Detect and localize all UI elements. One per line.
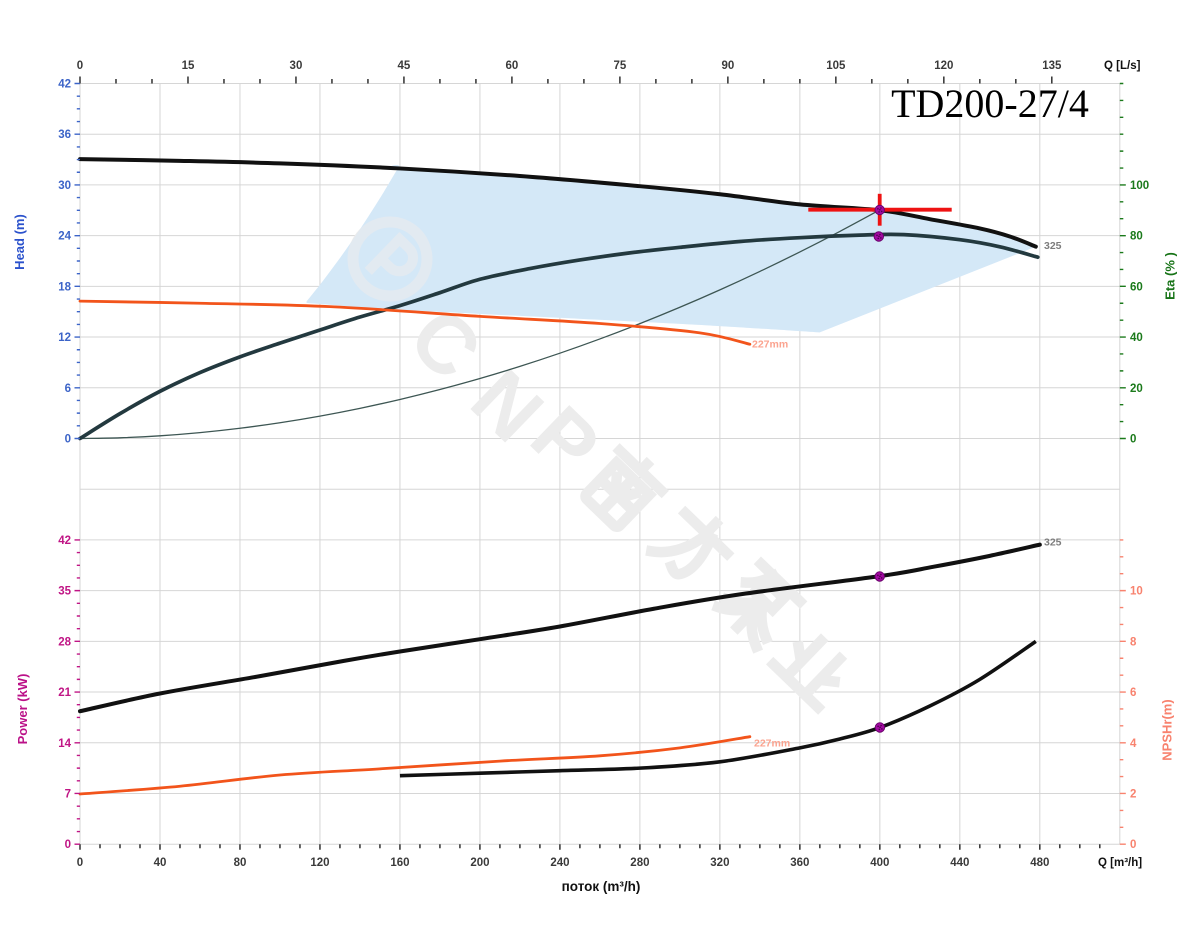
svg-text:21: 21: [58, 687, 71, 699]
svg-text:120: 120: [310, 857, 329, 869]
svg-text:6: 6: [1130, 687, 1136, 699]
svg-text:Eta (% ): Eta (% ): [1163, 252, 1178, 300]
svg-text:400: 400: [870, 857, 889, 869]
svg-text:0: 0: [1130, 839, 1136, 851]
svg-text:2: 2: [1130, 788, 1136, 800]
svg-text:135: 135: [1042, 60, 1062, 72]
svg-text:Power (kW): Power (kW): [15, 674, 30, 745]
svg-text:160: 160: [390, 857, 409, 869]
svg-text:20: 20: [1130, 383, 1143, 395]
svg-text:440: 440: [950, 857, 969, 869]
svg-text:360: 360: [790, 857, 809, 869]
svg-text:280: 280: [630, 857, 649, 869]
svg-text:240: 240: [550, 857, 569, 869]
svg-text:7: 7: [65, 788, 71, 800]
svg-text:12: 12: [58, 332, 71, 344]
svg-text:227mm: 227mm: [752, 339, 788, 351]
svg-text:Head (m): Head (m): [12, 214, 27, 270]
svg-text:80: 80: [234, 857, 247, 869]
svg-text:75: 75: [614, 60, 627, 72]
svg-text:28: 28: [58, 636, 71, 648]
svg-text:40: 40: [154, 857, 167, 869]
svg-text:6: 6: [65, 383, 71, 395]
svg-text:поток (m³/h): поток (m³/h): [562, 879, 641, 894]
svg-text:60: 60: [1130, 281, 1143, 293]
svg-text:14: 14: [58, 738, 71, 750]
svg-text:TD200-27/4: TD200-27/4: [891, 81, 1089, 126]
svg-text:Q [L/s]: Q [L/s]: [1104, 60, 1141, 72]
svg-text:0: 0: [65, 839, 71, 851]
svg-text:24: 24: [58, 231, 71, 243]
svg-text:NPSHr(m): NPSHr(m): [1160, 699, 1175, 760]
svg-text:200: 200: [470, 857, 489, 869]
svg-text:60: 60: [506, 60, 519, 72]
svg-text:480: 480: [1030, 857, 1049, 869]
svg-text:325: 325: [1044, 537, 1062, 549]
svg-text:42: 42: [58, 79, 71, 91]
svg-text:325: 325: [1044, 240, 1062, 252]
svg-text:0: 0: [77, 857, 83, 869]
svg-text:0: 0: [77, 60, 83, 72]
svg-text:45: 45: [398, 60, 411, 72]
svg-text:36: 36: [58, 129, 71, 141]
svg-text:10: 10: [1130, 586, 1143, 598]
svg-text:0: 0: [65, 433, 71, 445]
svg-text:105: 105: [826, 60, 846, 72]
svg-text:80: 80: [1130, 231, 1143, 243]
svg-text:30: 30: [58, 180, 71, 192]
svg-text:15: 15: [182, 60, 195, 72]
svg-text:18: 18: [58, 281, 71, 293]
svg-text:320: 320: [710, 857, 729, 869]
svg-text:Q [m³/h]: Q [m³/h]: [1098, 857, 1142, 869]
svg-text:120: 120: [934, 60, 953, 72]
svg-text:4: 4: [1130, 738, 1137, 750]
svg-text:35: 35: [58, 586, 71, 598]
svg-text:30: 30: [290, 60, 303, 72]
svg-text:90: 90: [721, 60, 734, 72]
svg-text:0: 0: [1130, 433, 1136, 445]
svg-text:40: 40: [1130, 332, 1143, 344]
svg-text:100: 100: [1130, 180, 1149, 192]
svg-text:227mm: 227mm: [754, 738, 790, 750]
svg-text:42: 42: [58, 535, 71, 547]
svg-text:8: 8: [1130, 636, 1137, 648]
